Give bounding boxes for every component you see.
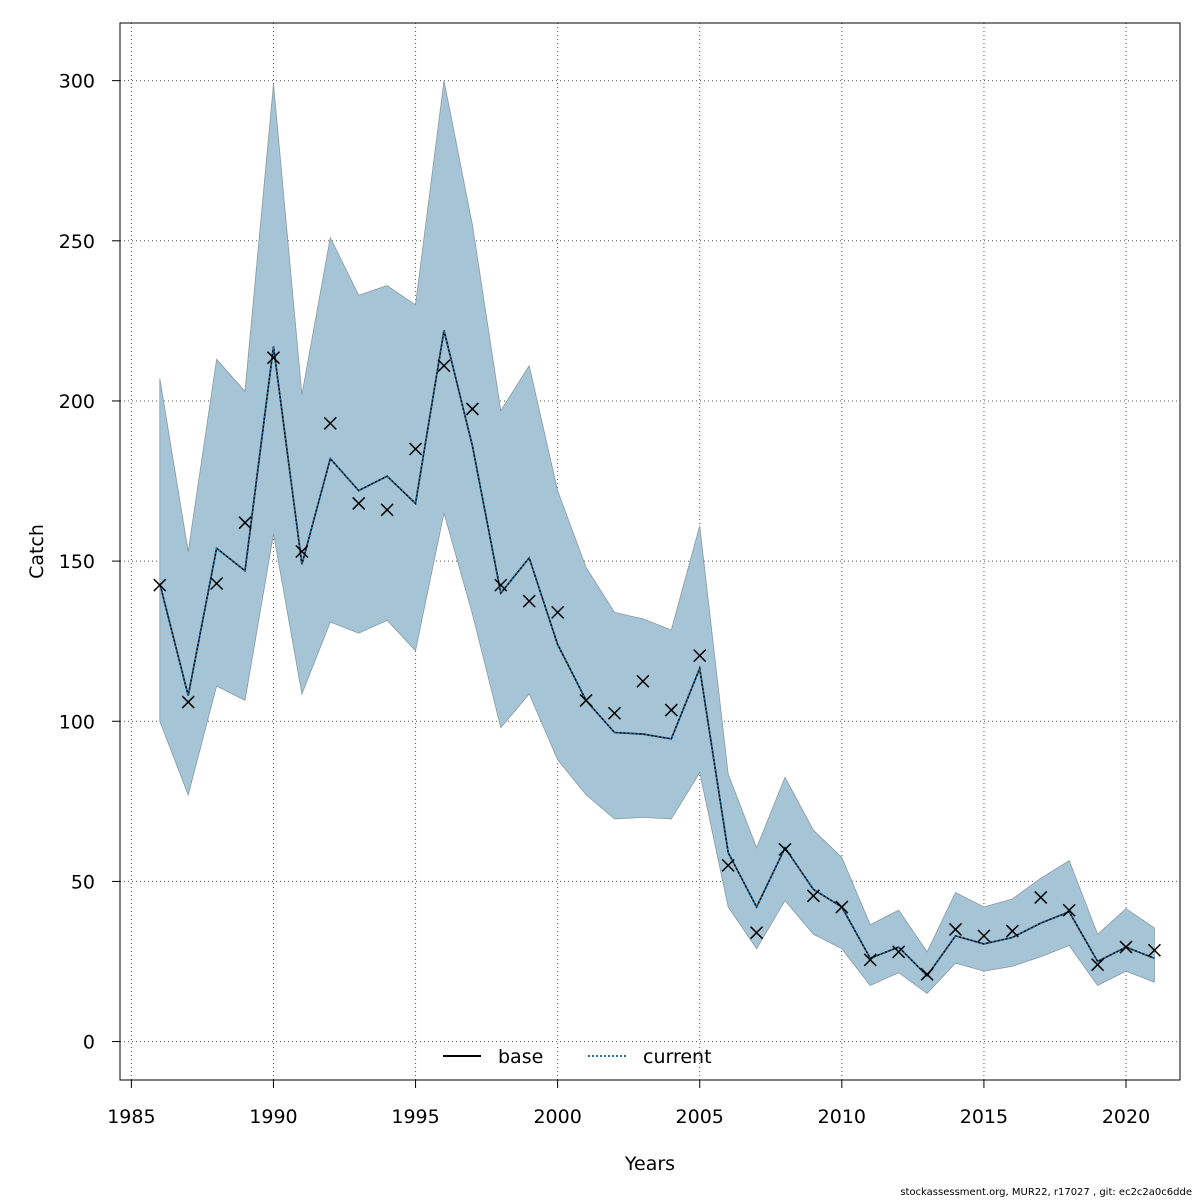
y-tick-label-150: 150 xyxy=(59,551,95,573)
y-tick-label-300: 300 xyxy=(59,71,95,93)
observed-point-2010 xyxy=(835,900,849,914)
y-tick-label-100: 100 xyxy=(59,711,95,733)
observed-point-2008 xyxy=(778,842,792,856)
observed-point-2021 xyxy=(1147,943,1161,957)
observed-point-1995 xyxy=(409,442,423,456)
observed-point-1997 xyxy=(465,402,479,416)
observed-point-1987 xyxy=(181,695,195,709)
observed-point-2019 xyxy=(1091,958,1105,972)
y-tick-label-250: 250 xyxy=(59,231,95,253)
observed-point-2016 xyxy=(1005,924,1019,938)
y-tick-label-0: 0 xyxy=(83,1032,95,1054)
y-axis-title: Catch xyxy=(26,524,48,579)
observed-point-2013 xyxy=(920,967,934,981)
confidence-band xyxy=(159,80,1155,995)
series-current-line xyxy=(159,330,1155,978)
x-tick-label-2005: 2005 xyxy=(676,1106,724,1128)
observed-point-1994 xyxy=(380,503,394,517)
observed-point-2000 xyxy=(551,605,565,619)
y-tick-label-50: 50 xyxy=(71,871,95,893)
x-tick-label-1990: 1990 xyxy=(249,1106,297,1128)
x-tick-label-2010: 2010 xyxy=(818,1106,866,1128)
observed-point-2002 xyxy=(607,706,622,720)
x-tick-label-1995: 1995 xyxy=(391,1106,439,1128)
observed-point-2014 xyxy=(948,922,963,936)
observed-point-1986 xyxy=(153,578,167,592)
observed-point-2015 xyxy=(977,929,991,943)
observed-point-2017 xyxy=(1034,890,1048,904)
observed-point-1998 xyxy=(494,578,508,592)
legend: base current xyxy=(443,1046,712,1068)
legend-current-label: current xyxy=(643,1046,712,1068)
observed-point-2003 xyxy=(636,674,650,688)
observed-point-2012 xyxy=(892,945,906,959)
x-tick-label-2020: 2020 xyxy=(1102,1106,1150,1128)
observed-point-2006 xyxy=(721,858,735,872)
observed-point-2009 xyxy=(806,889,820,903)
observed-point-1989 xyxy=(238,516,252,530)
observed-point-2020 xyxy=(1119,940,1133,954)
x-tick-label-2000: 2000 xyxy=(533,1106,581,1128)
observed-point-1993 xyxy=(352,496,366,510)
x-axis: 1985 1990 1995 2000 2005 2010 2015 2020 xyxy=(107,1079,1150,1128)
observed-point-2011 xyxy=(863,953,877,967)
observed-point-2001 xyxy=(579,693,593,707)
observed-point-1990 xyxy=(266,351,280,365)
y-axis: 0 50 100 150 200 250 300 xyxy=(59,71,120,1054)
observed-point-2005 xyxy=(693,649,707,663)
observed-point-1999 xyxy=(522,594,536,608)
y-tick-label-200: 200 xyxy=(59,391,95,413)
observed-point-1988 xyxy=(210,576,224,591)
x-axis-title: Years xyxy=(624,1153,675,1175)
observed-point-2004 xyxy=(664,703,678,717)
observed-points xyxy=(153,351,1161,981)
observed-point-1992 xyxy=(323,416,337,430)
x-tick-label-1985: 1985 xyxy=(107,1106,155,1128)
observed-point-2018 xyxy=(1062,903,1076,917)
observed-point-1991 xyxy=(295,544,309,559)
observed-point-2007 xyxy=(750,926,764,940)
x-tick-label-2015: 2015 xyxy=(960,1106,1008,1128)
footer-note: stockassessment.org, MUR22, r17027 , git… xyxy=(900,1187,1192,1198)
observed-point-1996 xyxy=(437,359,451,373)
legend-base-label: base xyxy=(498,1046,543,1068)
